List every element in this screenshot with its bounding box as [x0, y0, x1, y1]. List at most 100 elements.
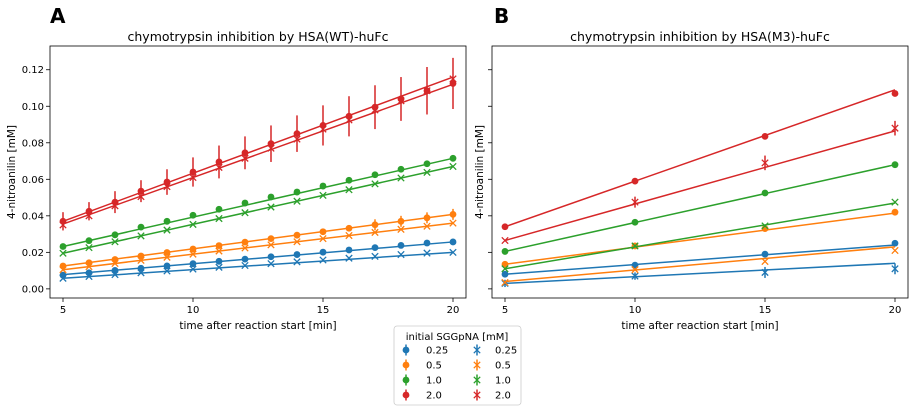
- panel-b-point-x: [891, 124, 899, 132]
- panel-a-point-x: [345, 231, 353, 240]
- panel-a-point: [371, 171, 379, 179]
- panel-a-ytick-label: 0.06: [22, 175, 44, 186]
- panel-a-point-x: [59, 274, 67, 282]
- panel-a-point-x: [423, 168, 431, 177]
- panel-a-point: [85, 237, 93, 245]
- panel-a-series-4: [59, 154, 457, 250]
- panel-b-point-x: [761, 268, 769, 277]
- panel-a-point-x: [59, 249, 67, 257]
- panel-a-point-x: [137, 232, 145, 240]
- panel-a-point: [449, 238, 457, 246]
- panel-a-point-x: [449, 219, 457, 227]
- panel-a-point-x: [293, 197, 301, 205]
- legend-label: 1.0: [426, 376, 442, 387]
- panel-a-point-x: [319, 191, 327, 200]
- panel-a-point-x: [137, 256, 145, 265]
- legend-label: 2.0: [426, 391, 442, 402]
- panel-a-point: [423, 214, 431, 222]
- panel-a-point-x: [267, 241, 275, 249]
- legend-marker-x: [473, 376, 481, 384]
- legend-items: 0.25 0.25 0.5 0.5 1.0 1.0 2.0 2.0: [402, 344, 517, 402]
- panel-b-point-x: [891, 265, 899, 273]
- panel-a-point: [137, 223, 145, 231]
- panel-a-point-x: [345, 254, 353, 262]
- panel-a-label: A: [50, 4, 66, 28]
- panel-b-point: [891, 90, 899, 97]
- legend-marker-circle: [402, 346, 410, 354]
- panel-a-xlabel: time after reaction start [min]: [179, 320, 336, 332]
- panel-a-plot-area: [59, 57, 457, 282]
- panel-a-point-x: [59, 266, 67, 274]
- panel-a-point: [189, 245, 197, 253]
- panel-b-fit-line: [504, 202, 896, 270]
- panel-a-point: [215, 257, 223, 265]
- panel-b-point-x: [631, 272, 639, 280]
- panel-a-xtick-label: 20: [447, 305, 460, 316]
- panel-a-xtick-label: 15: [317, 305, 330, 316]
- legend-label: 0.5: [426, 361, 442, 372]
- panel-a-point-x: [319, 256, 327, 264]
- panel-a-ticks: 5 10 15 20 0.00 0.02 0.04 0.06 0.08 0.10 0.12: [22, 65, 460, 316]
- panel-b-fit-line: [504, 212, 896, 265]
- panel-b-point: [761, 250, 769, 258]
- legend-label: 1.0: [495, 376, 511, 387]
- panel-a-axes-frame: [49, 45, 467, 299]
- panel-b-point-x: [761, 257, 769, 266]
- panel-b-title: chymotrypsin inhibition by HSA(M3)-huFc: [570, 29, 830, 44]
- panel-a-point-x: [267, 260, 275, 268]
- panel-a-point: [85, 269, 93, 277]
- panel-b-series-3: [501, 246, 899, 287]
- panel-b-point: [891, 161, 899, 169]
- panel-a-series-7: [59, 75, 457, 229]
- panel-b-point: [501, 223, 509, 231]
- panel-b-point: [761, 132, 769, 140]
- panel-a-point: [293, 130, 301, 138]
- panel-a-point: [163, 262, 171, 270]
- panel-b-point-x: [761, 159, 769, 167]
- legend: initial SGGpNA [mM] 0.25 0.25 0.5 0.5 1.0 1.0…: [393, 325, 522, 406]
- panel-a-point: [215, 158, 223, 166]
- panel-a-point-x: [371, 180, 379, 188]
- panel-a-point: [241, 255, 249, 263]
- panel-a-point: [59, 262, 67, 270]
- panel-b-point: [891, 208, 899, 216]
- panel-a-point-x: [215, 163, 223, 172]
- panel-b-point-x: [631, 266, 639, 274]
- panel-b-xtick-label: 10: [629, 305, 642, 316]
- panel-b-point-x: [891, 198, 899, 206]
- panel-a-point-x: [397, 225, 405, 233]
- panel-a-point: [293, 188, 301, 196]
- panel-a-point: [293, 251, 301, 258]
- panel-a-point: [137, 187, 145, 195]
- panel-a-point: [137, 264, 145, 272]
- panel-a-point-x: [267, 203, 275, 211]
- panel-a-point: [371, 221, 379, 229]
- panel-a-point-x: [293, 258, 301, 266]
- panel-a: A chymotrypsin inhibition by HSA(WT)-huF…: [6, 4, 467, 332]
- panel-a-fit-line: [62, 241, 454, 276]
- panel-a-ylabel: 4-nitroanilin [mM]: [6, 125, 18, 219]
- panel-a-point-x: [397, 250, 405, 259]
- panel-a-point: [215, 242, 223, 249]
- panel-a-point-x: [137, 269, 145, 277]
- panel-b-point: [631, 177, 639, 185]
- panel-a-point-x: [137, 192, 145, 201]
- panel-a-series-3: [59, 219, 457, 274]
- panel-a-point: [397, 242, 405, 249]
- panel-b-fit-line: [504, 89, 896, 228]
- panel-a-point-x: [189, 265, 197, 273]
- panel-a-point: [267, 235, 275, 243]
- panel-b-fit-line: [504, 130, 896, 242]
- panel-a-point: [137, 252, 145, 260]
- panel-a-point-x: [85, 243, 93, 252]
- panel-a-point-x: [111, 238, 119, 246]
- panel-b-series-4: [501, 161, 899, 255]
- panel-b-fit-line: [504, 163, 896, 253]
- panel-a-point-x: [423, 249, 431, 257]
- panel-a-point-x: [345, 186, 353, 194]
- panel-a-point-x: [163, 253, 171, 261]
- panel-b-fit-line: [504, 244, 896, 276]
- panel-a-point: [345, 176, 353, 184]
- panel-a-point-x: [111, 259, 119, 268]
- panel-a-point-x: [241, 261, 249, 270]
